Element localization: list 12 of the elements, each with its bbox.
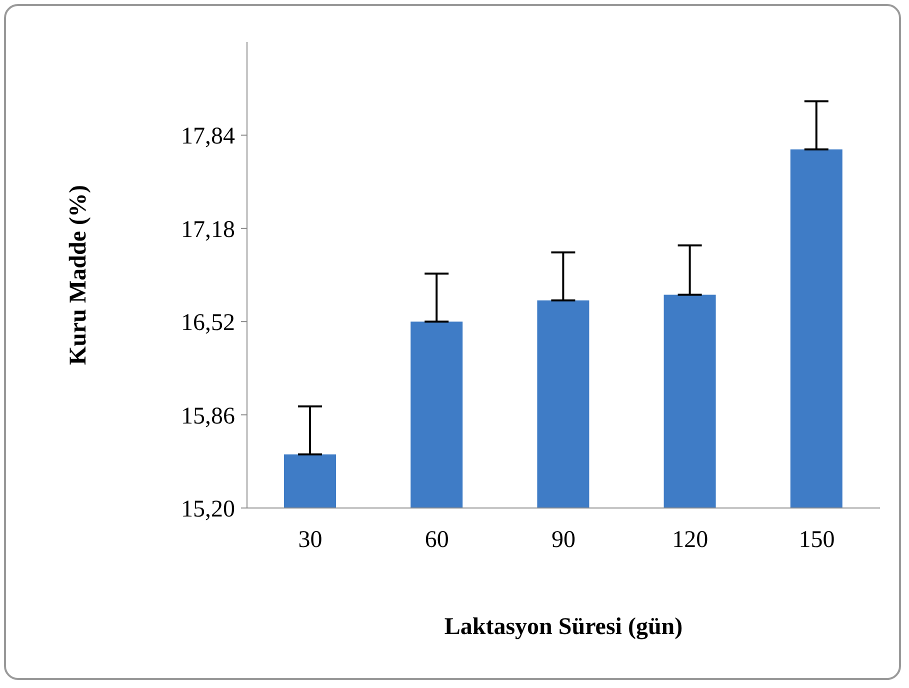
x-axis-title: Laktasyon Süresi (gün) [444, 614, 683, 640]
y-axis-title: Kuru Madde (%) [66, 185, 92, 365]
y-tick-label: 15,86 [181, 403, 235, 430]
x-tick-label: 60 [424, 527, 449, 554]
x-tick-label: 30 [298, 527, 322, 554]
x-tick-label: 120 [672, 527, 708, 554]
y-tick-label: 15,20 [181, 496, 235, 523]
y-tick-label: 16,52 [181, 310, 235, 336]
x-tick-label: 150 [798, 527, 835, 554]
x-tick-label: 90 [552, 527, 576, 554]
y-tick-label: 17,18 [181, 216, 235, 243]
y-tick-label: 17,84 [181, 124, 235, 150]
